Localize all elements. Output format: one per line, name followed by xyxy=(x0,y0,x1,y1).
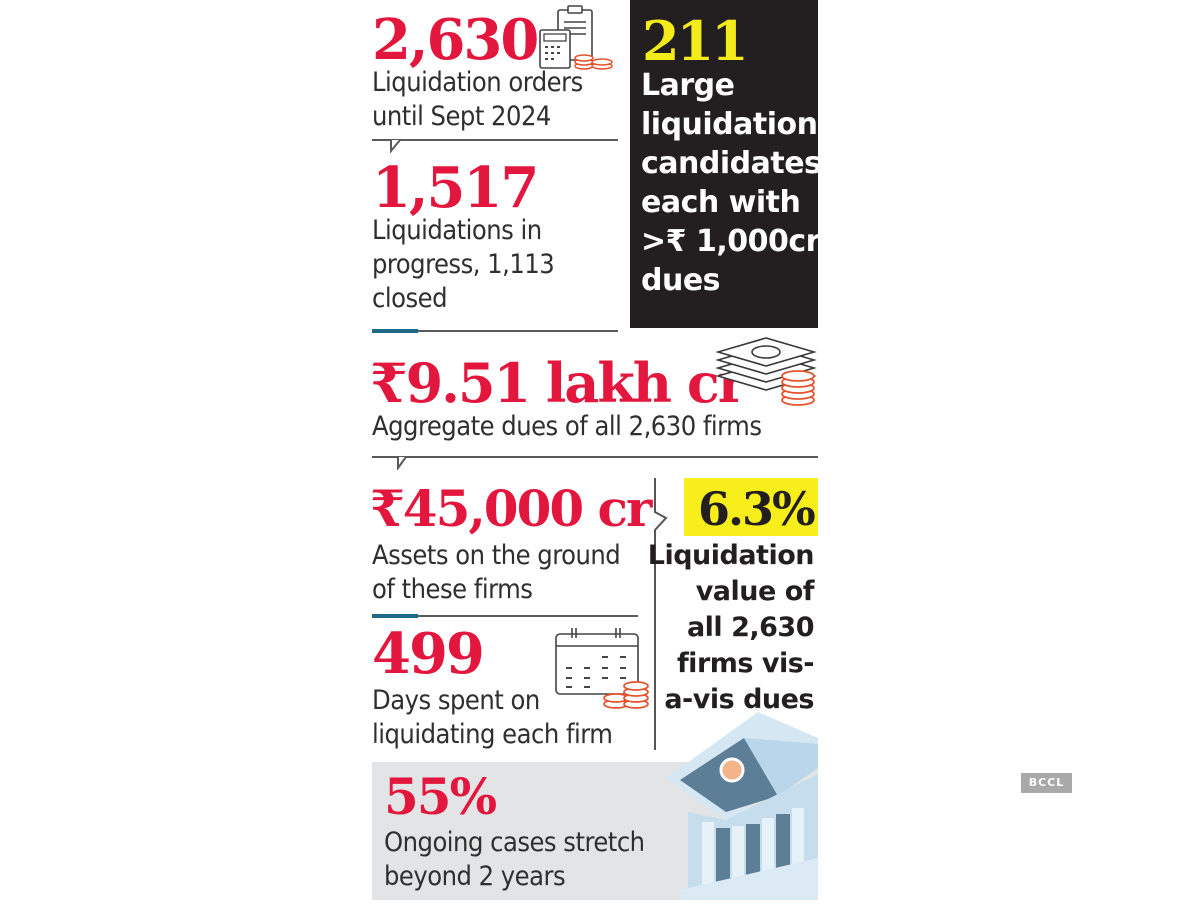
large-candidates-line: liquidation xyxy=(641,107,818,142)
orders-label-line1: Liquidation orders xyxy=(372,67,583,98)
ongoing-value: 55% xyxy=(384,767,497,826)
divider-2-accent xyxy=(372,329,418,333)
in-progress-label-line2: progress, 1,113 xyxy=(372,249,555,280)
ongoing-label-line2: beyond 2 years xyxy=(384,861,566,892)
liquidation-value-line: firms vis- xyxy=(676,648,815,679)
bccl-watermark: BCCL xyxy=(1021,773,1072,793)
large-candidates-label: Large liquidation candidates, each with … xyxy=(641,66,833,300)
assets-label: Assets on the ground of these firms xyxy=(372,539,621,607)
in-progress-label-line1: Liquidations in xyxy=(372,215,542,246)
liquidation-value-highlight xyxy=(684,478,818,536)
liquidation-value-line: a-vis dues xyxy=(664,684,814,715)
assets-value: ₹45,000 cr xyxy=(370,479,652,538)
large-candidates-line: Large xyxy=(641,68,735,103)
orders-value: 2,630 xyxy=(372,7,539,73)
in-progress-label-line3: closed xyxy=(372,283,448,314)
days-label-line1: Days spent on xyxy=(372,685,540,716)
assets-label-line1: Assets on the ground xyxy=(372,540,621,571)
large-candidates-line: candidates, xyxy=(641,146,833,181)
orders-label: Liquidation orders until Sept 2024 xyxy=(372,66,583,134)
aggregate-dues-value: ₹9.51 lakh cr xyxy=(370,351,746,415)
liquidation-value-line: value of xyxy=(695,576,815,607)
large-candidates-box: 211 Large liquidation candidates, each w… xyxy=(630,0,833,328)
assets-label-line2: of these firms xyxy=(372,574,533,605)
liquidation-value-line: all 2,630 xyxy=(686,612,815,643)
clipboard-calculator-coins-icon xyxy=(536,4,616,72)
bank-building-icon xyxy=(666,708,818,900)
divider-4-accent xyxy=(372,614,418,618)
ongoing-label-line1: Ongoing cases stretch xyxy=(384,827,645,858)
days-value: 499 xyxy=(372,621,485,687)
liquidation-value-label: Liquidation value of all 2,630 firms vis… xyxy=(647,538,815,718)
calendar-coins-icon xyxy=(554,624,650,710)
liquidation-value-value: 6.3% xyxy=(698,482,816,536)
divider-4 xyxy=(372,615,638,617)
large-candidates-line: >₹ 1,000cr xyxy=(641,224,820,259)
aggregate-dues-label: Aggregate dues of all 2,630 firms xyxy=(372,411,762,442)
large-candidates-line: each with xyxy=(641,185,801,220)
in-progress-label: Liquidations in progress, 1,113 closed xyxy=(372,214,555,316)
large-candidates-line: dues xyxy=(641,263,721,298)
days-label: Days spent on liquidating each firm xyxy=(372,684,613,752)
large-candidates-value: 211 xyxy=(642,9,749,73)
pointer-notch-icon xyxy=(384,139,401,153)
divider-3 xyxy=(372,456,818,458)
vertical-connector xyxy=(654,478,668,750)
divider-2 xyxy=(372,330,618,332)
money-stack-coins-icon xyxy=(714,332,820,406)
divider-1 xyxy=(372,139,618,141)
ongoing-label: Ongoing cases stretch beyond 2 years xyxy=(384,826,645,894)
days-label-line2: liquidating each firm xyxy=(372,719,613,750)
orders-label-line2: until Sept 2024 xyxy=(372,101,551,132)
pointer-notch-icon xyxy=(384,456,406,470)
liquidation-value-line: Liquidation xyxy=(647,540,815,571)
in-progress-value: 1,517 xyxy=(372,155,539,221)
